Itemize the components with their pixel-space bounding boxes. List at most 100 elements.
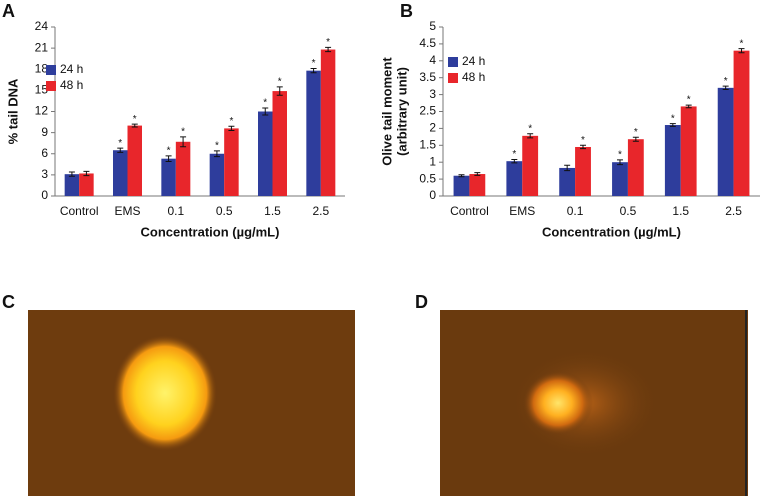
bar (453, 175, 470, 196)
bar (664, 125, 681, 196)
error-bar (131, 123, 138, 128)
x-tick-label: 1.5 (672, 204, 689, 218)
x-tick-label: 0.5 (620, 204, 637, 218)
error-bar (117, 147, 124, 153)
comet-head (523, 371, 593, 435)
bar (209, 153, 225, 196)
error-bar (616, 159, 623, 166)
y-tick-label: 12 (35, 104, 49, 118)
error-bar (180, 136, 187, 148)
bar (680, 106, 697, 196)
legend-label: 48 h (60, 78, 83, 92)
panel-label: C (2, 292, 15, 312)
x-tick-label: 0.5 (216, 204, 233, 218)
significance-marker: * (687, 95, 691, 106)
panel-label: B (400, 1, 413, 21)
bar (506, 161, 523, 196)
x-tick-label: Control (60, 204, 99, 218)
y-tick-label: 2 (429, 121, 436, 135)
error-bar (669, 123, 676, 127)
bar (224, 128, 239, 196)
comet-head (113, 335, 217, 451)
error-bar (165, 155, 172, 162)
y-tick-label: 15 (35, 83, 49, 97)
significance-marker: * (278, 76, 282, 87)
y-tick-label: 1 (429, 154, 436, 168)
error-bar (527, 133, 534, 139)
significance-marker: * (133, 114, 137, 125)
significance-marker: * (581, 135, 585, 146)
significance-marker: * (528, 123, 532, 134)
bar (559, 167, 576, 196)
error-bar (474, 172, 481, 176)
bar (627, 139, 644, 196)
error-bar (511, 158, 518, 164)
significance-marker: * (215, 141, 219, 152)
y-tick-label: 9 (41, 125, 48, 139)
legend-swatch (448, 73, 458, 83)
bar (64, 174, 80, 196)
significance-marker: * (312, 58, 316, 69)
error-bar (262, 107, 269, 116)
legend-swatch (46, 65, 56, 75)
x-tick-label: 2.5 (312, 204, 329, 218)
error-bar (738, 48, 745, 54)
y-tick-label: 6 (41, 146, 48, 160)
y-tick-label: 4 (429, 53, 436, 67)
significance-marker: * (263, 98, 267, 109)
bar (320, 49, 336, 197)
significance-marker: * (740, 38, 744, 49)
significance-marker: * (724, 76, 728, 87)
x-axis-title: Concentration (µg/mL) (542, 224, 681, 239)
y-tick-label: 5 (429, 19, 436, 33)
y-tick-label: 3.5 (419, 70, 436, 84)
y-tick-label: 24 (35, 19, 49, 33)
bar (306, 70, 321, 196)
x-tick-label: 1.5 (264, 204, 281, 218)
bar (175, 141, 191, 196)
y-axis-title: Olive tail moment (379, 57, 394, 166)
error-bar (685, 104, 692, 109)
y-tick-label: 4.5 (419, 36, 436, 50)
significance-marker: * (326, 37, 330, 48)
y-tick-label: 2.5 (419, 104, 436, 118)
error-bar (68, 171, 75, 177)
significance-marker: * (671, 113, 675, 124)
x-axis-title: Concentration (µg/mL) (141, 224, 280, 239)
x-tick-label: EMS (114, 204, 140, 218)
bar (469, 174, 486, 196)
panel-label: A (2, 1, 15, 21)
bar (79, 173, 94, 196)
x-tick-label: 0.1 (567, 204, 584, 218)
y-tick-label: 0 (429, 188, 436, 202)
error-bar (722, 85, 729, 91)
bar (113, 150, 128, 196)
bar (575, 146, 591, 196)
significance-marker: * (512, 149, 516, 160)
error-bar (325, 46, 332, 53)
significance-marker: * (181, 126, 185, 137)
error-bar (310, 68, 317, 74)
panel-label: D (415, 292, 428, 312)
y-tick-label: 21 (35, 40, 49, 54)
x-tick-label: EMS (509, 204, 535, 218)
bar (717, 87, 734, 196)
bar (258, 111, 273, 196)
x-tick-label: Control (450, 204, 489, 218)
legend-label: 24 h (462, 54, 485, 68)
bar (127, 125, 142, 196)
y-axis-title: (arbitrary unit) (394, 67, 409, 156)
x-tick-label: 2.5 (725, 204, 742, 218)
bar (272, 91, 287, 196)
significance-marker: * (634, 127, 638, 138)
y-tick-label: 0 (41, 188, 48, 202)
error-bar (458, 174, 465, 178)
significance-marker: * (118, 138, 122, 149)
y-tick-label: 0.5 (419, 171, 436, 185)
bar (161, 158, 176, 196)
error-bar (83, 170, 90, 177)
significance-marker: * (618, 149, 622, 160)
error-bar (564, 164, 571, 172)
